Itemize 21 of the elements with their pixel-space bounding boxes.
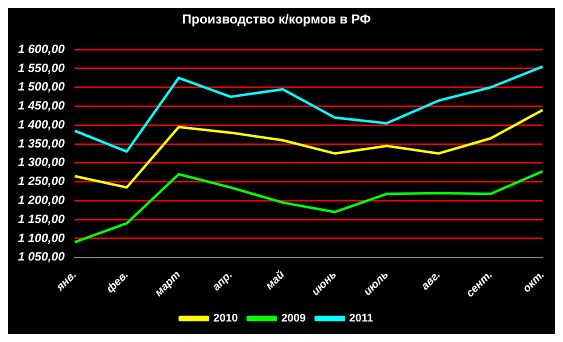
- y-tick-label: 1 600,00: [18, 42, 66, 56]
- y-tick-label: 1 200,00: [18, 193, 66, 207]
- chart-title: Производство к/кормов в РФ: [182, 11, 371, 26]
- x-tick-label: окт.: [520, 268, 547, 295]
- x-tick-label: апр.: [210, 268, 235, 294]
- y-tick-label: 1 100,00: [18, 230, 66, 245]
- x-tick-label: авг.: [419, 268, 443, 293]
- y-tick-label: 1 250,00: [18, 174, 66, 188]
- y-tick-label: 1 150,00: [18, 212, 66, 226]
- y-tick-label: 1 050,00: [18, 250, 66, 264]
- x-tick-label: фев.: [104, 268, 131, 296]
- y-tick-label: 1 450,00: [18, 98, 66, 113]
- legend-label: 2011: [349, 312, 374, 325]
- y-tick-label: 1 500,00: [18, 80, 66, 94]
- y-tick-label: 1 300,00: [18, 155, 66, 170]
- legend-label: 2009: [281, 312, 306, 325]
- y-tick-label: 1 550,00: [18, 60, 66, 75]
- legend-label: 2010: [213, 312, 238, 325]
- y-tick-label: 1 350,00: [18, 136, 66, 150]
- x-tick-label: янв.: [54, 268, 79, 294]
- y-tick-label: 1 400,00: [18, 117, 66, 132]
